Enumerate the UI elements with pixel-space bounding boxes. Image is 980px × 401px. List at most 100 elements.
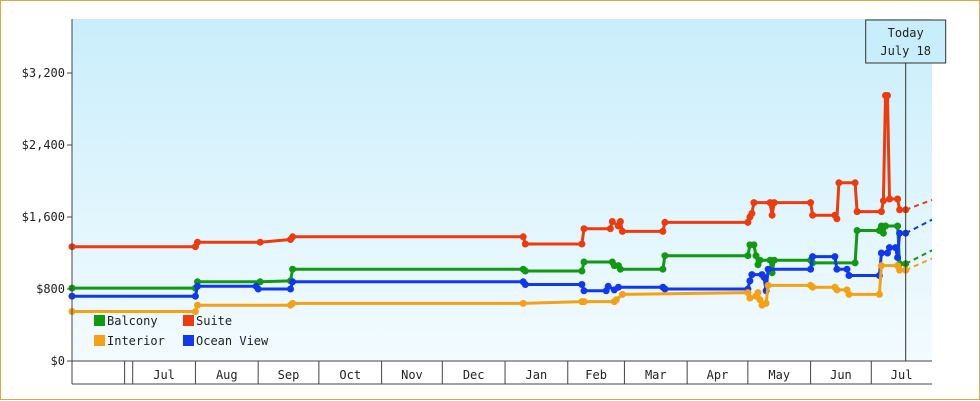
- data-point-suite[interactable]: [608, 218, 616, 225]
- data-point-suite[interactable]: [809, 211, 817, 219]
- data-point-suite[interactable]: [851, 179, 859, 187]
- data-point-ocean-view[interactable]: [809, 253, 817, 261]
- data-point-balcony[interactable]: [882, 222, 889, 230]
- data-point-suite[interactable]: [616, 218, 624, 225]
- data-point-ocean-view[interactable]: [746, 277, 754, 285]
- data-point-ocean-view[interactable]: [884, 249, 891, 257]
- legend-swatch-interior[interactable]: [94, 335, 105, 346]
- data-point-interior[interactable]: [875, 290, 883, 298]
- data-point-ocean-view[interactable]: [580, 287, 588, 295]
- data-point-balcony[interactable]: [770, 256, 778, 264]
- data-point-suite[interactable]: [833, 215, 841, 223]
- data-point-balcony[interactable]: [580, 258, 588, 266]
- data-point-ocean-view[interactable]: [760, 273, 768, 281]
- data-point-ocean-view[interactable]: [194, 282, 201, 290]
- data-point-suite[interactable]: [879, 197, 887, 205]
- data-point-balcony[interactable]: [750, 241, 758, 249]
- data-point-ocean-view[interactable]: [892, 244, 900, 252]
- data-point-suite[interactable]: [521, 240, 529, 248]
- data-point-interior[interactable]: [762, 299, 770, 307]
- data-point-ocean-view[interactable]: [604, 282, 612, 290]
- data-point-ocean-view[interactable]: [748, 271, 756, 279]
- data-point-interior[interactable]: [833, 286, 841, 294]
- legend-label-balcony[interactable]: Balcony: [107, 314, 158, 328]
- data-point-suite[interactable]: [750, 199, 758, 207]
- data-point-suite[interactable]: [580, 225, 588, 233]
- data-point-suite[interactable]: [519, 233, 527, 241]
- data-point-interior[interactable]: [580, 298, 588, 306]
- data-point-balcony[interactable]: [578, 267, 586, 275]
- data-point-interior[interactable]: [612, 296, 620, 304]
- data-point-ocean-view[interactable]: [843, 265, 851, 273]
- data-point-balcony[interactable]: [616, 265, 624, 273]
- data-point-suite[interactable]: [896, 206, 904, 214]
- data-point-balcony[interactable]: [853, 227, 861, 234]
- data-point-interior[interactable]: [746, 294, 754, 302]
- data-point-ocean-view[interactable]: [896, 229, 904, 237]
- data-point-balcony[interactable]: [661, 252, 669, 260]
- data-point-suite[interactable]: [835, 179, 843, 187]
- data-point-ocean-view[interactable]: [287, 285, 294, 293]
- data-point-interior[interactable]: [809, 283, 817, 291]
- data-point-suite[interactable]: [256, 238, 264, 246]
- data-point-interior[interactable]: [845, 290, 853, 298]
- data-point-ocean-view[interactable]: [886, 244, 893, 252]
- data-point-ocean-view[interactable]: [289, 278, 297, 286]
- data-point-ocean-view[interactable]: [661, 285, 669, 293]
- data-point-balcony[interactable]: [659, 265, 667, 273]
- data-point-ocean-view[interactable]: [833, 265, 841, 273]
- data-point-balcony[interactable]: [752, 252, 760, 260]
- data-point-suite[interactable]: [194, 238, 201, 246]
- data-point-balcony[interactable]: [879, 229, 887, 237]
- legend-label-ocean-view[interactable]: Ocean View: [196, 334, 269, 348]
- data-point-ocean-view[interactable]: [614, 283, 622, 291]
- data-point-interior[interactable]: [194, 301, 201, 309]
- data-point-ocean-view[interactable]: [807, 265, 815, 273]
- data-point-suite[interactable]: [618, 227, 626, 235]
- data-point-suite[interactable]: [884, 92, 891, 99]
- data-point-suite[interactable]: [807, 199, 815, 207]
- data-point-ocean-view[interactable]: [254, 285, 262, 293]
- data-point-suite[interactable]: [894, 195, 902, 203]
- data-point-suite[interactable]: [886, 195, 893, 203]
- data-point-ocean-view[interactable]: [521, 281, 529, 288]
- legend-swatch-balcony[interactable]: [94, 315, 105, 326]
- data-point-ocean-view[interactable]: [191, 292, 199, 300]
- legend-label-suite[interactable]: Suite: [196, 314, 232, 328]
- data-point-ocean-view[interactable]: [831, 253, 839, 261]
- data-point-balcony[interactable]: [894, 222, 902, 230]
- data-point-suite[interactable]: [578, 240, 586, 248]
- data-point-suite[interactable]: [748, 209, 756, 217]
- data-point-ocean-view[interactable]: [894, 254, 902, 261]
- legend-swatch-suite[interactable]: [183, 315, 194, 326]
- data-point-suite[interactable]: [661, 218, 669, 226]
- data-point-interior[interactable]: [896, 266, 904, 274]
- data-point-interior[interactable]: [744, 289, 752, 297]
- data-point-balcony[interactable]: [256, 278, 264, 286]
- data-point-ocean-view[interactable]: [764, 265, 772, 273]
- legend-swatch-ocean-view[interactable]: [183, 335, 194, 346]
- data-point-suite[interactable]: [289, 233, 297, 241]
- data-point-interior[interactable]: [764, 281, 772, 289]
- data-point-interior[interactable]: [618, 290, 626, 298]
- data-point-interior[interactable]: [191, 308, 199, 315]
- data-point-balcony[interactable]: [744, 252, 752, 260]
- data-point-interior[interactable]: [754, 289, 762, 297]
- data-point-balcony[interactable]: [851, 259, 859, 267]
- data-point-interior[interactable]: [756, 296, 764, 304]
- data-point-balcony[interactable]: [521, 267, 529, 275]
- legend-label-interior[interactable]: Interior: [107, 334, 165, 348]
- data-point-interior[interactable]: [877, 262, 885, 270]
- data-point-suite[interactable]: [744, 218, 752, 226]
- data-point-suite[interactable]: [768, 211, 776, 219]
- data-point-ocean-view[interactable]: [578, 281, 586, 288]
- data-point-balcony[interactable]: [289, 265, 297, 273]
- data-point-balcony[interactable]: [756, 256, 764, 264]
- data-point-ocean-view[interactable]: [877, 249, 885, 257]
- data-point-suite[interactable]: [659, 227, 667, 235]
- data-point-interior[interactable]: [519, 299, 527, 307]
- data-point-suite[interactable]: [606, 225, 614, 233]
- data-point-suite[interactable]: [877, 208, 885, 216]
- data-point-suite[interactable]: [770, 199, 778, 207]
- data-point-suite[interactable]: [853, 208, 861, 216]
